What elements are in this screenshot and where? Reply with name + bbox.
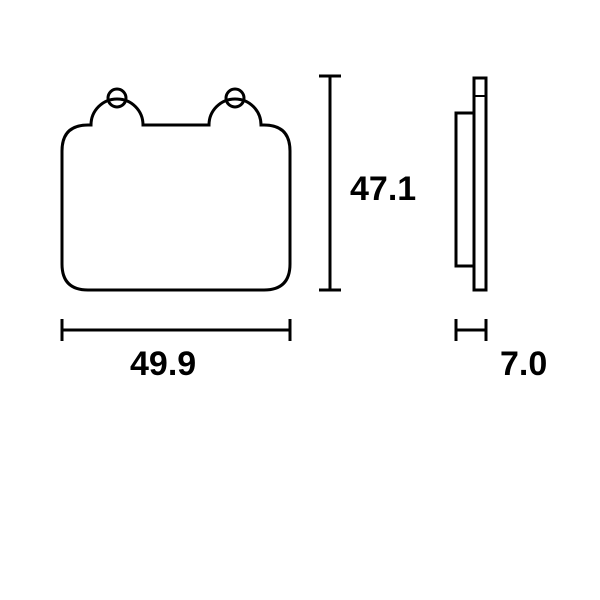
brake-pad-front-outline bbox=[62, 99, 290, 290]
side-friction-pad bbox=[456, 113, 474, 266]
drawing-container: 47.1 49.9 7.0 bbox=[0, 0, 600, 600]
technical-drawing-svg bbox=[0, 0, 600, 600]
dimension-width-label: 49.9 bbox=[130, 345, 196, 384]
dimension-thickness-label: 7.0 bbox=[500, 345, 547, 384]
dimension-height-label: 47.1 bbox=[350, 170, 416, 209]
side-backing-plate bbox=[474, 78, 486, 290]
